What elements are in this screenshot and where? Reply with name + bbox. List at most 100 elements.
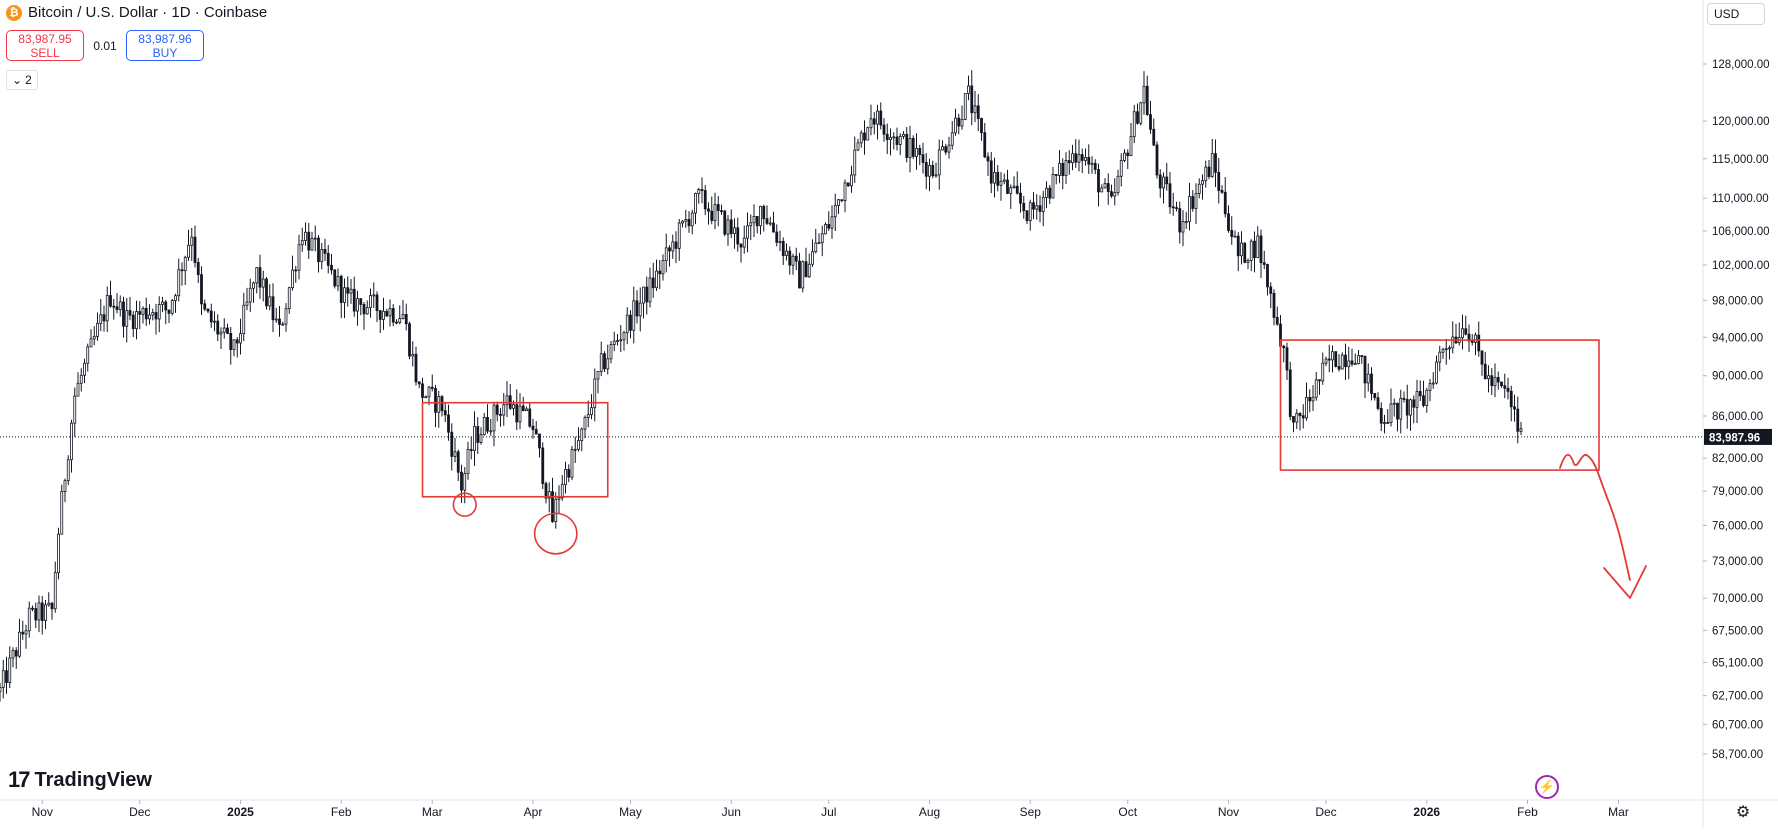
candle-body bbox=[245, 301, 249, 306]
low-circle bbox=[452, 492, 477, 517]
buy-button[interactable]: 83,987.96 BUY bbox=[126, 30, 204, 61]
candle-body bbox=[1022, 202, 1026, 212]
lightning-icon[interactable]: ⚡ bbox=[1535, 775, 1559, 799]
indicators-toggle[interactable]: ⌄ 2 bbox=[6, 70, 38, 90]
candle-body bbox=[170, 300, 174, 314]
candle-body bbox=[369, 295, 372, 308]
candle-body bbox=[528, 408, 532, 427]
candle-body bbox=[167, 309, 171, 314]
candle-body bbox=[1149, 114, 1152, 130]
annotations-layer bbox=[421, 339, 1647, 599]
candle-body bbox=[967, 85, 970, 94]
candle-body bbox=[317, 237, 320, 263]
candle-body bbox=[1009, 187, 1013, 194]
candle-body bbox=[1431, 382, 1435, 385]
candle-body bbox=[174, 295, 177, 301]
candle-body bbox=[388, 308, 392, 317]
candle-body bbox=[648, 277, 652, 303]
candle-body bbox=[661, 260, 665, 275]
candle-body bbox=[954, 117, 957, 134]
candle-body bbox=[1113, 192, 1117, 197]
candle-body bbox=[378, 310, 382, 320]
candle-body bbox=[1392, 402, 1396, 405]
candle-body bbox=[534, 429, 538, 435]
candle-body bbox=[869, 118, 873, 129]
candle-body bbox=[1012, 185, 1016, 189]
candle-body bbox=[79, 374, 83, 384]
candle-body bbox=[0, 687, 2, 692]
candle-body bbox=[336, 275, 340, 287]
x-tick-label: 2026 bbox=[1413, 805, 1440, 819]
candle-body bbox=[1230, 230, 1234, 237]
symbol-legend[interactable]: ₿ Bitcoin / U.S. Dollar · 1D · Coinbase bbox=[6, 4, 267, 21]
candle-body bbox=[700, 189, 704, 191]
candle-body bbox=[723, 210, 727, 235]
candle-body bbox=[1298, 412, 1302, 417]
candle-body bbox=[551, 491, 554, 523]
candle-body bbox=[359, 298, 363, 305]
last-price-label: 83,987.96 bbox=[1709, 432, 1760, 444]
candle-body bbox=[1467, 333, 1471, 342]
candle-body bbox=[944, 146, 948, 153]
candle-body bbox=[853, 149, 857, 176]
candle-body bbox=[60, 491, 64, 535]
candle-body bbox=[1214, 153, 1217, 173]
candle-body bbox=[440, 396, 444, 412]
candle-body bbox=[729, 219, 733, 235]
y-tick-label: 94,000.00 bbox=[1712, 332, 1763, 344]
candle-body bbox=[1090, 162, 1094, 165]
candle-body bbox=[1357, 355, 1360, 364]
candle-body bbox=[885, 133, 889, 141]
candle-body bbox=[1132, 111, 1136, 138]
gear-icon[interactable]: ⚙ bbox=[1735, 804, 1751, 821]
candle-body bbox=[1, 670, 5, 688]
candle-body bbox=[694, 193, 697, 214]
candle-body bbox=[398, 318, 402, 323]
candle-body bbox=[1321, 362, 1325, 382]
candle-body bbox=[794, 255, 798, 262]
x-tick-label: Mar bbox=[1608, 805, 1629, 819]
currency-selector[interactable]: USD bbox=[1707, 3, 1765, 25]
candle-body bbox=[430, 386, 434, 389]
candle-body bbox=[1464, 328, 1468, 335]
candle-body bbox=[391, 308, 395, 323]
candle-body bbox=[1093, 162, 1097, 170]
candle-body bbox=[1015, 185, 1019, 194]
sell-button[interactable]: 83,987.95 SELL bbox=[6, 30, 84, 61]
buy-price: 83,987.96 bbox=[138, 31, 192, 46]
candle-body bbox=[1035, 205, 1039, 210]
candle-body bbox=[346, 287, 350, 294]
candle-body bbox=[135, 311, 138, 330]
candle-body bbox=[1318, 379, 1321, 382]
candle-body bbox=[1038, 205, 1042, 212]
y-tick-label: 86,000.00 bbox=[1712, 411, 1763, 423]
candle-body bbox=[447, 414, 450, 433]
candle-body bbox=[1155, 144, 1159, 176]
tradingview-logo-icon: 17 bbox=[8, 767, 31, 792]
candle-body bbox=[1327, 358, 1331, 361]
candle-body bbox=[122, 301, 125, 327]
candle-body bbox=[1480, 350, 1484, 365]
candle-body bbox=[268, 296, 272, 307]
candle-body bbox=[333, 269, 337, 287]
candle-body bbox=[902, 133, 905, 137]
candle-body bbox=[1409, 399, 1412, 416]
candle-body bbox=[102, 314, 106, 322]
candle-body bbox=[92, 335, 96, 340]
candle-body bbox=[1269, 286, 1273, 294]
candle-body bbox=[1103, 183, 1107, 189]
candle-body bbox=[203, 303, 207, 310]
candle-body bbox=[307, 231, 311, 251]
candle-body bbox=[1340, 354, 1344, 370]
candle-body bbox=[599, 353, 603, 372]
candle-body bbox=[300, 240, 304, 246]
candle-body bbox=[1266, 264, 1269, 288]
candle-body bbox=[674, 241, 678, 249]
tradingview-logo[interactable]: 17 TradingView bbox=[8, 767, 152, 793]
candle-body bbox=[37, 602, 41, 621]
chevron-down-icon: ⌄ bbox=[12, 73, 23, 87]
candle-body bbox=[645, 286, 649, 303]
candle-body bbox=[677, 222, 681, 249]
